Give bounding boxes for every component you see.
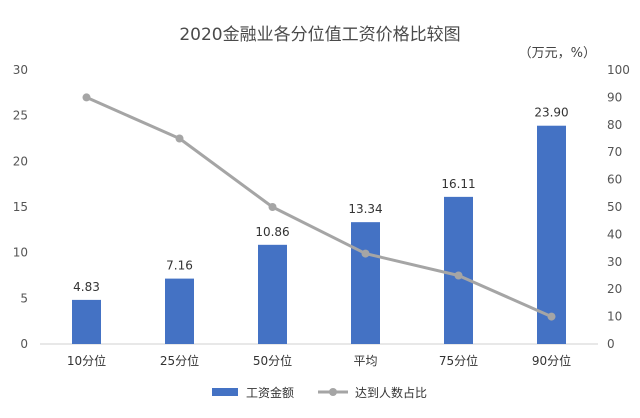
y-right-tick-label: 10 bbox=[607, 310, 622, 324]
y-right-tick-label: 100 bbox=[607, 63, 630, 77]
bar-data-label: 23.90 bbox=[534, 106, 568, 120]
line-point bbox=[454, 271, 463, 280]
y-left-tick-label: 30 bbox=[13, 63, 28, 77]
bar bbox=[444, 196, 473, 344]
y-right-tick-label: 60 bbox=[607, 173, 622, 187]
y-right-tick-label: 0 bbox=[607, 337, 615, 351]
y-left-tick-label: 10 bbox=[13, 246, 28, 260]
y-right-tick-label: 80 bbox=[607, 118, 622, 132]
x-category-label: 50分位 bbox=[253, 353, 292, 368]
x-category-label: 平均 bbox=[353, 354, 377, 368]
legend-bar-label: 工资金额 bbox=[246, 385, 294, 400]
bar bbox=[537, 125, 566, 344]
legend-line-marker bbox=[329, 388, 337, 396]
labels-layer: 4.83 7.16 10.86 13.34 16.11 23.90 bbox=[73, 106, 569, 294]
axes-layer: 0 5 10 15 20 25 30 0 10 20 30 40 50 60 70 80 90 100 10分位 25… bbox=[13, 63, 630, 368]
bar bbox=[258, 244, 287, 344]
bar bbox=[72, 299, 101, 344]
x-category-label: 25分位 bbox=[160, 353, 199, 368]
line-point bbox=[547, 312, 556, 321]
bar bbox=[165, 278, 194, 344]
y-right-tick-label: 20 bbox=[607, 282, 622, 296]
line-point bbox=[268, 203, 277, 211]
series-line bbox=[85, 96, 553, 318]
bar-data-label: 10.86 bbox=[255, 225, 289, 239]
y-right-tick-label: 70 bbox=[607, 145, 622, 159]
bars-layer bbox=[72, 125, 566, 344]
bar-data-label: 7.16 bbox=[166, 259, 193, 273]
x-category-label: 10分位 bbox=[67, 353, 106, 368]
y-left-tick-label: 0 bbox=[20, 337, 28, 351]
line-layer bbox=[82, 93, 556, 321]
line-point bbox=[82, 93, 91, 102]
bar-data-label: 16.11 bbox=[441, 177, 475, 191]
y-left-tick-label: 15 bbox=[13, 200, 28, 214]
x-category-label: 90分位 bbox=[532, 353, 571, 368]
y-left-tick-label: 5 bbox=[20, 291, 28, 305]
y-left-tick-label: 20 bbox=[13, 154, 28, 168]
x-category-label: 75分位 bbox=[439, 353, 478, 368]
y-left-tick-label: 25 bbox=[13, 109, 28, 123]
bar-data-label: 4.83 bbox=[73, 280, 100, 294]
line-point bbox=[175, 134, 184, 143]
y-right-tick-label: 40 bbox=[607, 227, 622, 241]
line-point bbox=[361, 249, 370, 258]
bar-data-label: 13.34 bbox=[348, 202, 382, 216]
bar bbox=[351, 222, 380, 344]
legend: 工资金额 达到人数占比 bbox=[212, 385, 427, 400]
unit-label: （万元，%） bbox=[519, 46, 596, 61]
legend-line-label: 达到人数占比 bbox=[355, 385, 427, 400]
y-right-tick-label: 30 bbox=[607, 255, 622, 269]
chart-title: 2020金融业各分位值工资价格比较图 bbox=[179, 25, 460, 45]
legend-bar-swatch bbox=[212, 388, 238, 396]
y-right-tick-label: 90 bbox=[607, 90, 622, 104]
y-right-tick-label: 50 bbox=[607, 200, 622, 214]
